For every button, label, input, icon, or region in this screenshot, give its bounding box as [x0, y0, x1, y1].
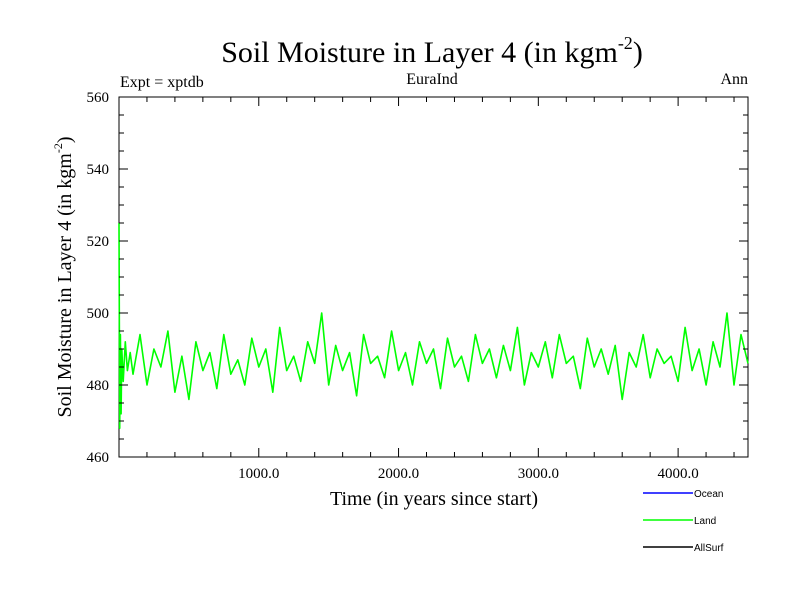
chart-title-main: Soil Moisture in Layer 4 (in kgm: [221, 36, 618, 69]
legend-label-allsurf: AllSurf: [694, 543, 724, 554]
y-axis-label-main: Soil Moisture in Layer 4 (in kgm: [54, 153, 76, 418]
y-tick-label: 460: [87, 450, 110, 466]
subtitle-left: Expt = xptdb: [120, 74, 204, 91]
y-tick-label: 520: [87, 234, 110, 250]
subtitle-right: Ann: [720, 71, 748, 88]
x-tick-label: 1000.0: [238, 466, 279, 482]
legend-label-land: Land: [694, 516, 716, 527]
series-layer: [118, 222, 749, 430]
x-axis-label: Time (in years since start): [330, 488, 538, 510]
legend: Ocean Land AllSurf: [643, 489, 724, 554]
y-tick-label: 480: [87, 378, 110, 394]
y-tick-label: 540: [87, 162, 110, 178]
x-tick-label: 2000.0: [378, 466, 419, 482]
ticks-layer: 460 480 500 520 540 560 1000.0 2000.0 3000.0 4000…: [87, 90, 748, 482]
series-line-land: [118, 222, 749, 430]
chart-title-close: ): [633, 36, 643, 69]
y-tick-label: 560: [87, 90, 110, 106]
y-axis-label-close: ): [54, 136, 76, 143]
x-tick-label: 3000.0: [518, 466, 559, 482]
legend-label-ocean: Ocean: [694, 489, 723, 500]
y-axis-label: Soil Moisture in Layer 4 (in kgm-2): [51, 136, 76, 417]
y-axis-label-sup: -2: [51, 143, 65, 153]
subtitle-center: EuraInd: [406, 71, 458, 88]
chart-title: Soil Moisture in Layer 4 (in kgm-2): [221, 33, 643, 69]
y-tick-label: 500: [87, 306, 110, 322]
plot-frame: [118, 96, 749, 458]
x-tick-label: 4000.0: [657, 466, 698, 482]
chart-title-sup: -2: [618, 33, 633, 53]
